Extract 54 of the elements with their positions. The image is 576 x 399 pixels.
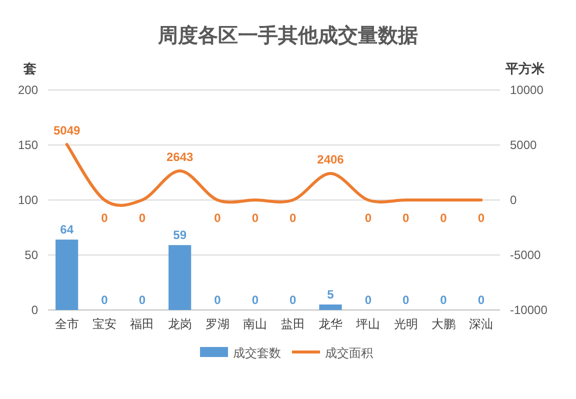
x-tick-label: 龙岗 <box>168 317 192 331</box>
data-label: 0 <box>364 293 372 307</box>
data-label: 0 <box>214 211 222 225</box>
data-label: 0 <box>101 211 108 225</box>
x-tick-label: 罗湖 <box>206 317 230 331</box>
data-label: 5049 <box>53 123 81 138</box>
data-label: 0 <box>289 211 296 225</box>
x-tick-label: 盐田 <box>280 317 305 331</box>
y2-axis-title: 平方米 <box>504 61 546 76</box>
data-label: 0 <box>478 293 485 307</box>
legend-label: 成交套数 <box>233 346 281 360</box>
data-label: 0 <box>440 211 448 225</box>
data-label: 0 <box>364 211 372 225</box>
data-label: 2406 <box>317 152 344 167</box>
x-tick-label: 宝安 <box>92 317 116 331</box>
y-tick-label: 0 <box>31 303 38 317</box>
y-tick-label: 150 <box>18 138 38 152</box>
data-label: 5 <box>327 288 334 302</box>
bar <box>168 245 192 310</box>
data-label: 0 <box>478 211 485 225</box>
y2-tick-label: -10000 <box>510 303 548 317</box>
data-label: 0 <box>252 211 259 225</box>
x-tick-label: 大鹏 <box>432 317 456 331</box>
x-tick-label: 坪山 <box>355 317 380 331</box>
legend-label: 成交面积 <box>325 346 373 360</box>
data-label: 2643 <box>166 150 194 164</box>
y-tick-label: 200 <box>18 83 38 97</box>
data-label: 0 <box>138 293 146 307</box>
y2-tick-label: 0 <box>510 193 517 207</box>
x-tick-label: 龙华 <box>318 317 342 331</box>
data-label: 0 <box>252 293 259 307</box>
data-label: 0 <box>289 293 296 307</box>
data-label: 0 <box>101 293 108 307</box>
bar <box>56 240 78 310</box>
x-tick-label: 全市 <box>54 317 79 331</box>
y-tick-label: 50 <box>24 248 38 262</box>
data-label: 0 <box>402 293 410 307</box>
chart-title: 周度各区一手其他成交量数据 <box>157 24 418 47</box>
data-label: 0 <box>138 211 146 225</box>
data-label: 0 <box>214 293 222 307</box>
x-tick-label: 南山 <box>243 317 268 331</box>
x-tick-label: 深汕 <box>469 317 494 331</box>
y-tick-label: 100 <box>18 193 38 207</box>
y2-tick-label: 10000 <box>510 83 544 97</box>
x-tick-label: 福田 <box>130 317 154 331</box>
data-label: 0 <box>402 211 410 225</box>
y-axis-title: 套 <box>22 61 36 76</box>
x-tick-label: 光明 <box>394 317 418 331</box>
data-label: 0 <box>440 293 448 307</box>
data-label: 64 <box>60 222 74 237</box>
y2-tick-label: -5000 <box>510 248 542 262</box>
bar <box>319 304 342 310</box>
data-label: 59 <box>173 228 187 242</box>
y2-tick-label: 5000 <box>510 138 538 152</box>
